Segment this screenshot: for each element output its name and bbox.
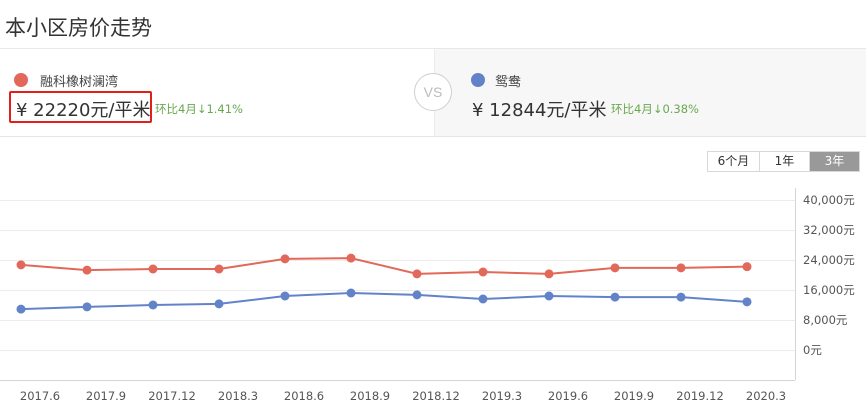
price-highlight-box — [9, 91, 152, 123]
series-line-0 — [20, 257, 748, 275]
data-point[interactable] — [742, 297, 752, 307]
data-point[interactable] — [280, 291, 290, 301]
data-point[interactable] — [346, 253, 356, 263]
data-point[interactable] — [676, 292, 686, 302]
data-point[interactable] — [280, 254, 290, 264]
data-point[interactable] — [676, 263, 686, 273]
x-tick-label: 2017.9 — [85, 389, 127, 403]
data-point[interactable] — [610, 292, 620, 302]
tab-3-years[interactable]: 3年 — [810, 152, 859, 171]
x-tick-label: 2019.6 — [547, 389, 589, 403]
data-point[interactable] — [16, 260, 26, 270]
price-trend-chart: 40,000元 32,000元 24,000元 16,000元 8,000元 0元 201… — [0, 185, 866, 414]
data-point[interactable] — [16, 304, 26, 314]
time-range-tabs: 6个月 1年 3年 — [707, 151, 860, 172]
chart-plot-area — [0, 188, 796, 381]
data-point[interactable] — [214, 299, 224, 309]
x-tick-label: 2019.3 — [481, 389, 523, 403]
x-tick-label: 2018.12 — [412, 389, 460, 403]
x-tick-label: 2018.6 — [283, 389, 325, 403]
x-tick-label: 2018.9 — [349, 389, 391, 403]
community-price-right: ¥ 12844元/平米 — [472, 100, 607, 121]
data-point[interactable] — [412, 269, 422, 279]
tab-1-year[interactable]: 1年 — [760, 152, 810, 171]
data-point[interactable] — [346, 288, 356, 298]
data-point[interactable] — [544, 291, 554, 301]
data-point[interactable] — [82, 302, 92, 312]
community-left: 融科橡树澜湾 ¥ 22220元/平米 环比4月↓1.41% — [0, 49, 434, 136]
data-point[interactable] — [544, 269, 554, 279]
x-tick-label: 2020.3 — [745, 389, 787, 403]
community-name-left: 融科橡树澜湾 — [40, 75, 119, 90]
x-tick-label: 2017.12 — [148, 389, 196, 403]
x-tick-label: 2019.12 — [676, 389, 724, 403]
data-point[interactable] — [478, 267, 488, 277]
tab-6-months[interactable]: 6个月 — [708, 152, 760, 171]
series-color-dot-right — [471, 73, 485, 87]
y-tick-label: 24,000元 — [803, 253, 855, 267]
community-right: 鸳鸯 ¥ 12844元/平米 环比4月↓0.38% — [434, 49, 866, 136]
title-divider — [0, 48, 866, 49]
price-change-right: 环比4月↓0.38% — [611, 102, 699, 116]
data-point[interactable] — [148, 264, 158, 274]
community-price-left: ¥ 22220元/平米 — [16, 100, 151, 121]
y-tick-label: 16,000元 — [803, 283, 855, 297]
vs-badge: VS — [414, 73, 452, 111]
x-tick-label: 2017.6 — [19, 389, 61, 403]
data-point[interactable] — [148, 300, 158, 310]
community-name-right: 鸳鸯 — [495, 75, 522, 90]
data-point[interactable] — [610, 263, 620, 273]
y-tick-label: 0元 — [803, 343, 822, 357]
x-tick-label: 2019.9 — [613, 389, 655, 403]
series-line-1 — [20, 291, 748, 311]
x-tick-label: 2018.3 — [217, 389, 259, 403]
series-color-dot-left — [14, 73, 28, 87]
data-point[interactable] — [412, 290, 422, 300]
y-tick-label: 40,000元 — [803, 193, 855, 207]
price-change-left: 环比4月↓1.41% — [155, 102, 243, 116]
y-tick-label: 8,000元 — [803, 313, 848, 327]
data-point[interactable] — [742, 262, 752, 272]
y-tick-label: 32,000元 — [803, 223, 855, 237]
data-point[interactable] — [478, 294, 488, 304]
page-title: 本小区房价走势 — [5, 16, 152, 40]
data-point[interactable] — [214, 264, 224, 274]
data-point[interactable] — [82, 265, 92, 275]
comparison-panel: 融科橡树澜湾 ¥ 22220元/平米 环比4月↓1.41% VS 鸳鸯 ¥ 12… — [0, 49, 866, 137]
